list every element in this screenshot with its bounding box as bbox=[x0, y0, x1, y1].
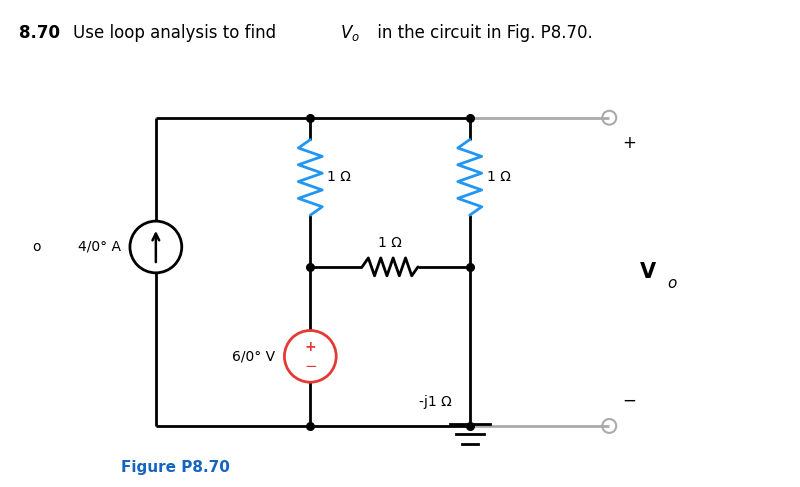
Text: 4/0° A: 4/0° A bbox=[78, 240, 121, 254]
Text: -j1 Ω: -j1 Ω bbox=[419, 395, 452, 409]
Text: Figure P8.70: Figure P8.70 bbox=[121, 460, 230, 475]
Text: $V_o$: $V_o$ bbox=[340, 23, 360, 43]
Text: in the circuit in Fig. P8.70.: in the circuit in Fig. P8.70. bbox=[372, 24, 593, 42]
Text: 8.70: 8.70 bbox=[19, 24, 60, 42]
Text: +: + bbox=[622, 133, 636, 151]
Text: 1 Ω: 1 Ω bbox=[486, 170, 510, 185]
Text: 6/0° V: 6/0° V bbox=[232, 349, 275, 363]
Text: 1 Ω: 1 Ω bbox=[327, 170, 351, 185]
Text: −: − bbox=[622, 392, 636, 410]
Text: −: − bbox=[304, 359, 317, 374]
Text: +: + bbox=[305, 340, 316, 355]
Text: $o$: $o$ bbox=[667, 276, 678, 291]
Text: Use loop analysis to find: Use loop analysis to find bbox=[73, 24, 282, 42]
Text: $\mathbf{V}$: $\mathbf{V}$ bbox=[639, 262, 658, 282]
Text: 1 Ω: 1 Ω bbox=[378, 236, 402, 250]
Text: o: o bbox=[32, 240, 41, 254]
